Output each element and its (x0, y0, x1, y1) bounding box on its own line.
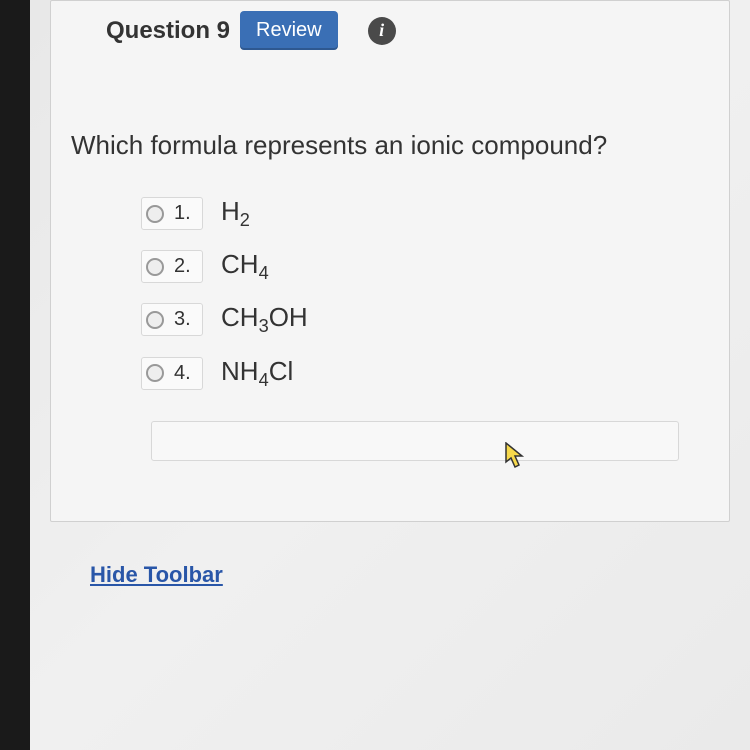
question-body: Which formula represents an ionic compou… (51, 60, 729, 521)
answer-radio-group[interactable]: 4. (141, 357, 203, 390)
radio-icon[interactable] (146, 364, 164, 382)
answer-radio-group[interactable]: 3. (141, 303, 203, 336)
question-header: Question 9 Review i (51, 1, 729, 60)
answer-radio-group[interactable]: 2. (141, 250, 203, 283)
screen-area: Question 9 Review i Which formula repres… (30, 0, 750, 750)
answer-formula: CH4 (221, 249, 269, 284)
answer-row[interactable]: 4. NH4Cl (141, 356, 709, 391)
answer-number: 4. (174, 362, 194, 385)
answer-row[interactable]: 2. CH4 (141, 249, 709, 284)
hide-toolbar-link[interactable]: Hide Toolbar (90, 562, 223, 588)
answer-formula: H2 (221, 196, 250, 231)
answer-footer-box (151, 421, 679, 461)
review-button[interactable]: Review (240, 11, 338, 50)
question-text: Which formula represents an ionic compou… (71, 130, 709, 161)
question-card: Question 9 Review i Which formula repres… (50, 0, 730, 522)
info-icon[interactable]: i (368, 17, 396, 45)
answer-formula: NH4Cl (221, 356, 293, 391)
answer-number: 1. (174, 202, 194, 225)
answer-row[interactable]: 1. H2 (141, 196, 709, 231)
answers-list: 1. H2 2. CH4 3. CH3OH (141, 196, 709, 391)
answer-radio-group[interactable]: 1. (141, 197, 203, 230)
answer-number: 2. (174, 255, 194, 278)
answer-number: 3. (174, 308, 194, 331)
radio-icon[interactable] (146, 258, 164, 276)
radio-icon[interactable] (146, 205, 164, 223)
question-number-label: Question 9 (106, 17, 230, 45)
radio-icon[interactable] (146, 311, 164, 329)
answer-row[interactable]: 3. CH3OH (141, 302, 709, 337)
answer-formula: CH3OH (221, 302, 308, 337)
